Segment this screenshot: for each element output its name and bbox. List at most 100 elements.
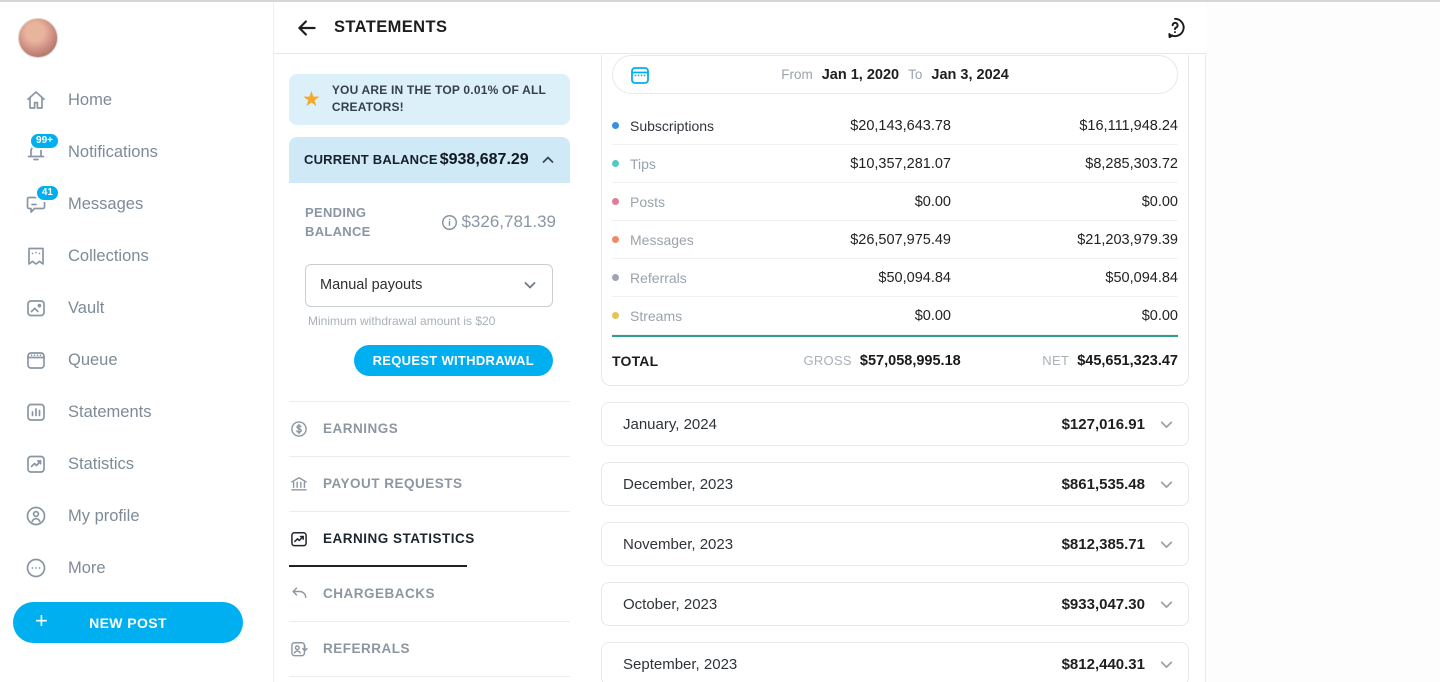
sidebar-item-home[interactable]: Home <box>0 74 273 126</box>
month-label: January, 2024 <box>623 415 717 433</box>
window-top-edge <box>0 0 1440 2</box>
menu-item-earning-statistics[interactable]: EARNING STATISTICS <box>289 512 570 567</box>
sidebar-item-queue[interactable]: Queue <box>0 334 273 386</box>
request-withdrawal-button[interactable]: REQUEST WITHDRAWAL <box>353 344 553 376</box>
back-button[interactable] <box>294 15 320 41</box>
pending-balance-label: PENDING BALANCE <box>305 204 371 240</box>
month-label: October, 2023 <box>623 595 718 613</box>
total-gross-value: $57,058,995.18 <box>859 353 961 369</box>
gross-amount: $26,507,975.49 <box>850 231 951 248</box>
to-date: Jan 3, 2024 <box>931 66 1009 83</box>
profile-icon <box>24 504 48 528</box>
star-icon: ★ <box>302 87 321 111</box>
gross-amount: $0.00 <box>914 193 951 210</box>
category-label: Subscriptions <box>630 117 715 134</box>
menu-item-label: EARNING STATISTICS <box>323 531 475 547</box>
category-label: Referrals <box>630 269 687 286</box>
menu-item-payout-requests[interactable]: PAYOUT REQUESTS <box>289 457 570 512</box>
earnings-summary-card: From Jan 1, 2020 To Jan 3, 2024 Subscrip… <box>601 55 1189 386</box>
total-divider <box>612 335 1178 337</box>
user-avatar[interactable] <box>18 18 58 58</box>
sidebar-item-label: Messages <box>68 194 144 213</box>
chevron-down-icon <box>1158 476 1175 493</box>
sidebar-item-label: Vault <box>68 298 105 317</box>
menu-item-label: CHARGEBACKS <box>323 586 436 602</box>
pending-balance-row: PENDING BALANCE $326,781.39 <box>305 203 556 242</box>
sidebar-item-notifications[interactable]: 99+ Notifications <box>0 126 273 178</box>
date-range-picker[interactable]: From Jan 1, 2020 To Jan 3, 2024 <box>612 55 1178 94</box>
month-row-november-2023[interactable]: November, 2023 $812,385.71 <box>601 522 1189 566</box>
vault-icon <box>24 296 48 320</box>
plus-icon: + <box>35 608 49 633</box>
sidebar-item-statistics[interactable]: Statistics <box>0 438 273 490</box>
earnings-row-messages: Messages $26,507,975.49 $21,203,979.39 <box>612 221 1178 259</box>
gross-amount: $0.00 <box>914 307 951 324</box>
bell-icon: 99+ <box>24 132 60 164</box>
chevron-up-icon <box>540 152 556 168</box>
sidebar-item-label: My profile <box>68 506 140 525</box>
new-post-button[interactable]: + NEW POST <box>13 602 243 643</box>
current-balance-label: CURRENT BALANCE <box>304 152 438 168</box>
sidebar-item-label: Notifications <box>68 142 158 161</box>
sidebar-item-my-profile[interactable]: My profile <box>0 490 273 542</box>
net-amount: $0.00 <box>1141 193 1178 210</box>
category-dot <box>612 122 619 129</box>
messages-badge: 41 <box>34 184 60 202</box>
category-dot <box>612 198 619 205</box>
page-title: STATEMENTS <box>334 18 448 36</box>
month-row-september-2023[interactable]: September, 2023 $812,440.31 <box>601 642 1189 682</box>
collections-icon <box>24 244 48 268</box>
menu-item-chargebacks[interactable]: CHARGEBACKS <box>289 567 570 622</box>
month-label: September, 2023 <box>623 655 738 673</box>
menu-item-earnings[interactable]: EARNINGS <box>289 402 570 457</box>
trend-chart-icon <box>24 452 48 476</box>
category-label: Streams <box>630 307 683 324</box>
page-header: STATEMENTS <box>274 2 1206 54</box>
chevron-down-icon <box>1158 656 1175 673</box>
chevron-down-icon <box>1158 596 1175 613</box>
sidebar-item-more[interactable]: More <box>0 542 273 594</box>
sidebar-item-messages[interactable]: 41 Messages <box>0 178 273 230</box>
gross-amount: $10,357,281.07 <box>850 155 951 172</box>
sidebar-item-label: More <box>68 558 106 577</box>
net-amount: $50,094.84 <box>1105 269 1178 286</box>
current-balance-header[interactable]: CURRENT BALANCE $938,687.29 <box>289 136 570 183</box>
sidebar-item-collections[interactable]: Collections <box>0 230 273 282</box>
undo-arrow-icon <box>289 584 309 604</box>
main-content: STATEMENTS ★ YOU ARE IN THE TOP 0.01% OF… <box>274 2 1206 682</box>
category-label: Tips <box>630 155 656 172</box>
net-amount: $21,203,979.39 <box>1077 231 1178 248</box>
net-amount: $16,111,948.24 <box>1079 117 1178 134</box>
min-withdrawal-note: Minimum withdrawal amount is $20 <box>308 313 496 328</box>
empty-right-area <box>1206 2 1440 682</box>
help-bubble-icon[interactable] <box>1162 15 1188 41</box>
payout-mode-select[interactable]: Manual payouts <box>305 263 553 307</box>
pending-balance-value: $326,781.39 <box>461 212 556 232</box>
notifications-badge: 99+ <box>29 132 60 150</box>
month-row-december-2023[interactable]: December, 2023 $861,535.48 <box>601 462 1189 506</box>
month-value: $861,535.48 <box>1061 475 1145 493</box>
info-icon[interactable] <box>441 214 458 231</box>
total-row: TOTAL GROSS $57,058,995.18 NET $45,651,3… <box>612 337 1178 385</box>
month-row-january-2024[interactable]: January, 2024 $127,016.91 <box>601 402 1189 446</box>
sidebar-item-label: Collections <box>68 246 149 265</box>
category-label: Messages <box>630 231 694 248</box>
menu-item-referrals[interactable]: REFERRALS <box>289 622 570 677</box>
referral-person-icon <box>289 639 309 659</box>
month-row-october-2023[interactable]: October, 2023 $933,047.30 <box>601 582 1189 626</box>
sidebar-item-statements[interactable]: Statements <box>0 386 273 438</box>
sidebar-item-vault[interactable]: Vault <box>0 282 273 334</box>
menu-item-label: REFERRALS <box>323 641 411 657</box>
gross-amount: $50,094.84 <box>878 269 951 286</box>
net-amount: $8,285,303.72 <box>1085 155 1178 172</box>
earning-statistics-report: From Jan 1, 2020 To Jan 3, 2024 Subscrip… <box>601 54 1189 682</box>
gross-amount: $20,143,643.78 <box>850 117 951 134</box>
payout-mode-value: Manual payouts <box>320 277 423 294</box>
bank-icon <box>289 474 309 494</box>
earnings-row-posts: Posts $0.00 $0.00 <box>612 183 1178 221</box>
gross-label: GROSS <box>803 353 852 368</box>
chevron-down-icon <box>522 277 538 293</box>
calendar-icon <box>24 348 48 372</box>
category-dot <box>612 160 619 167</box>
category-dot <box>612 312 619 319</box>
